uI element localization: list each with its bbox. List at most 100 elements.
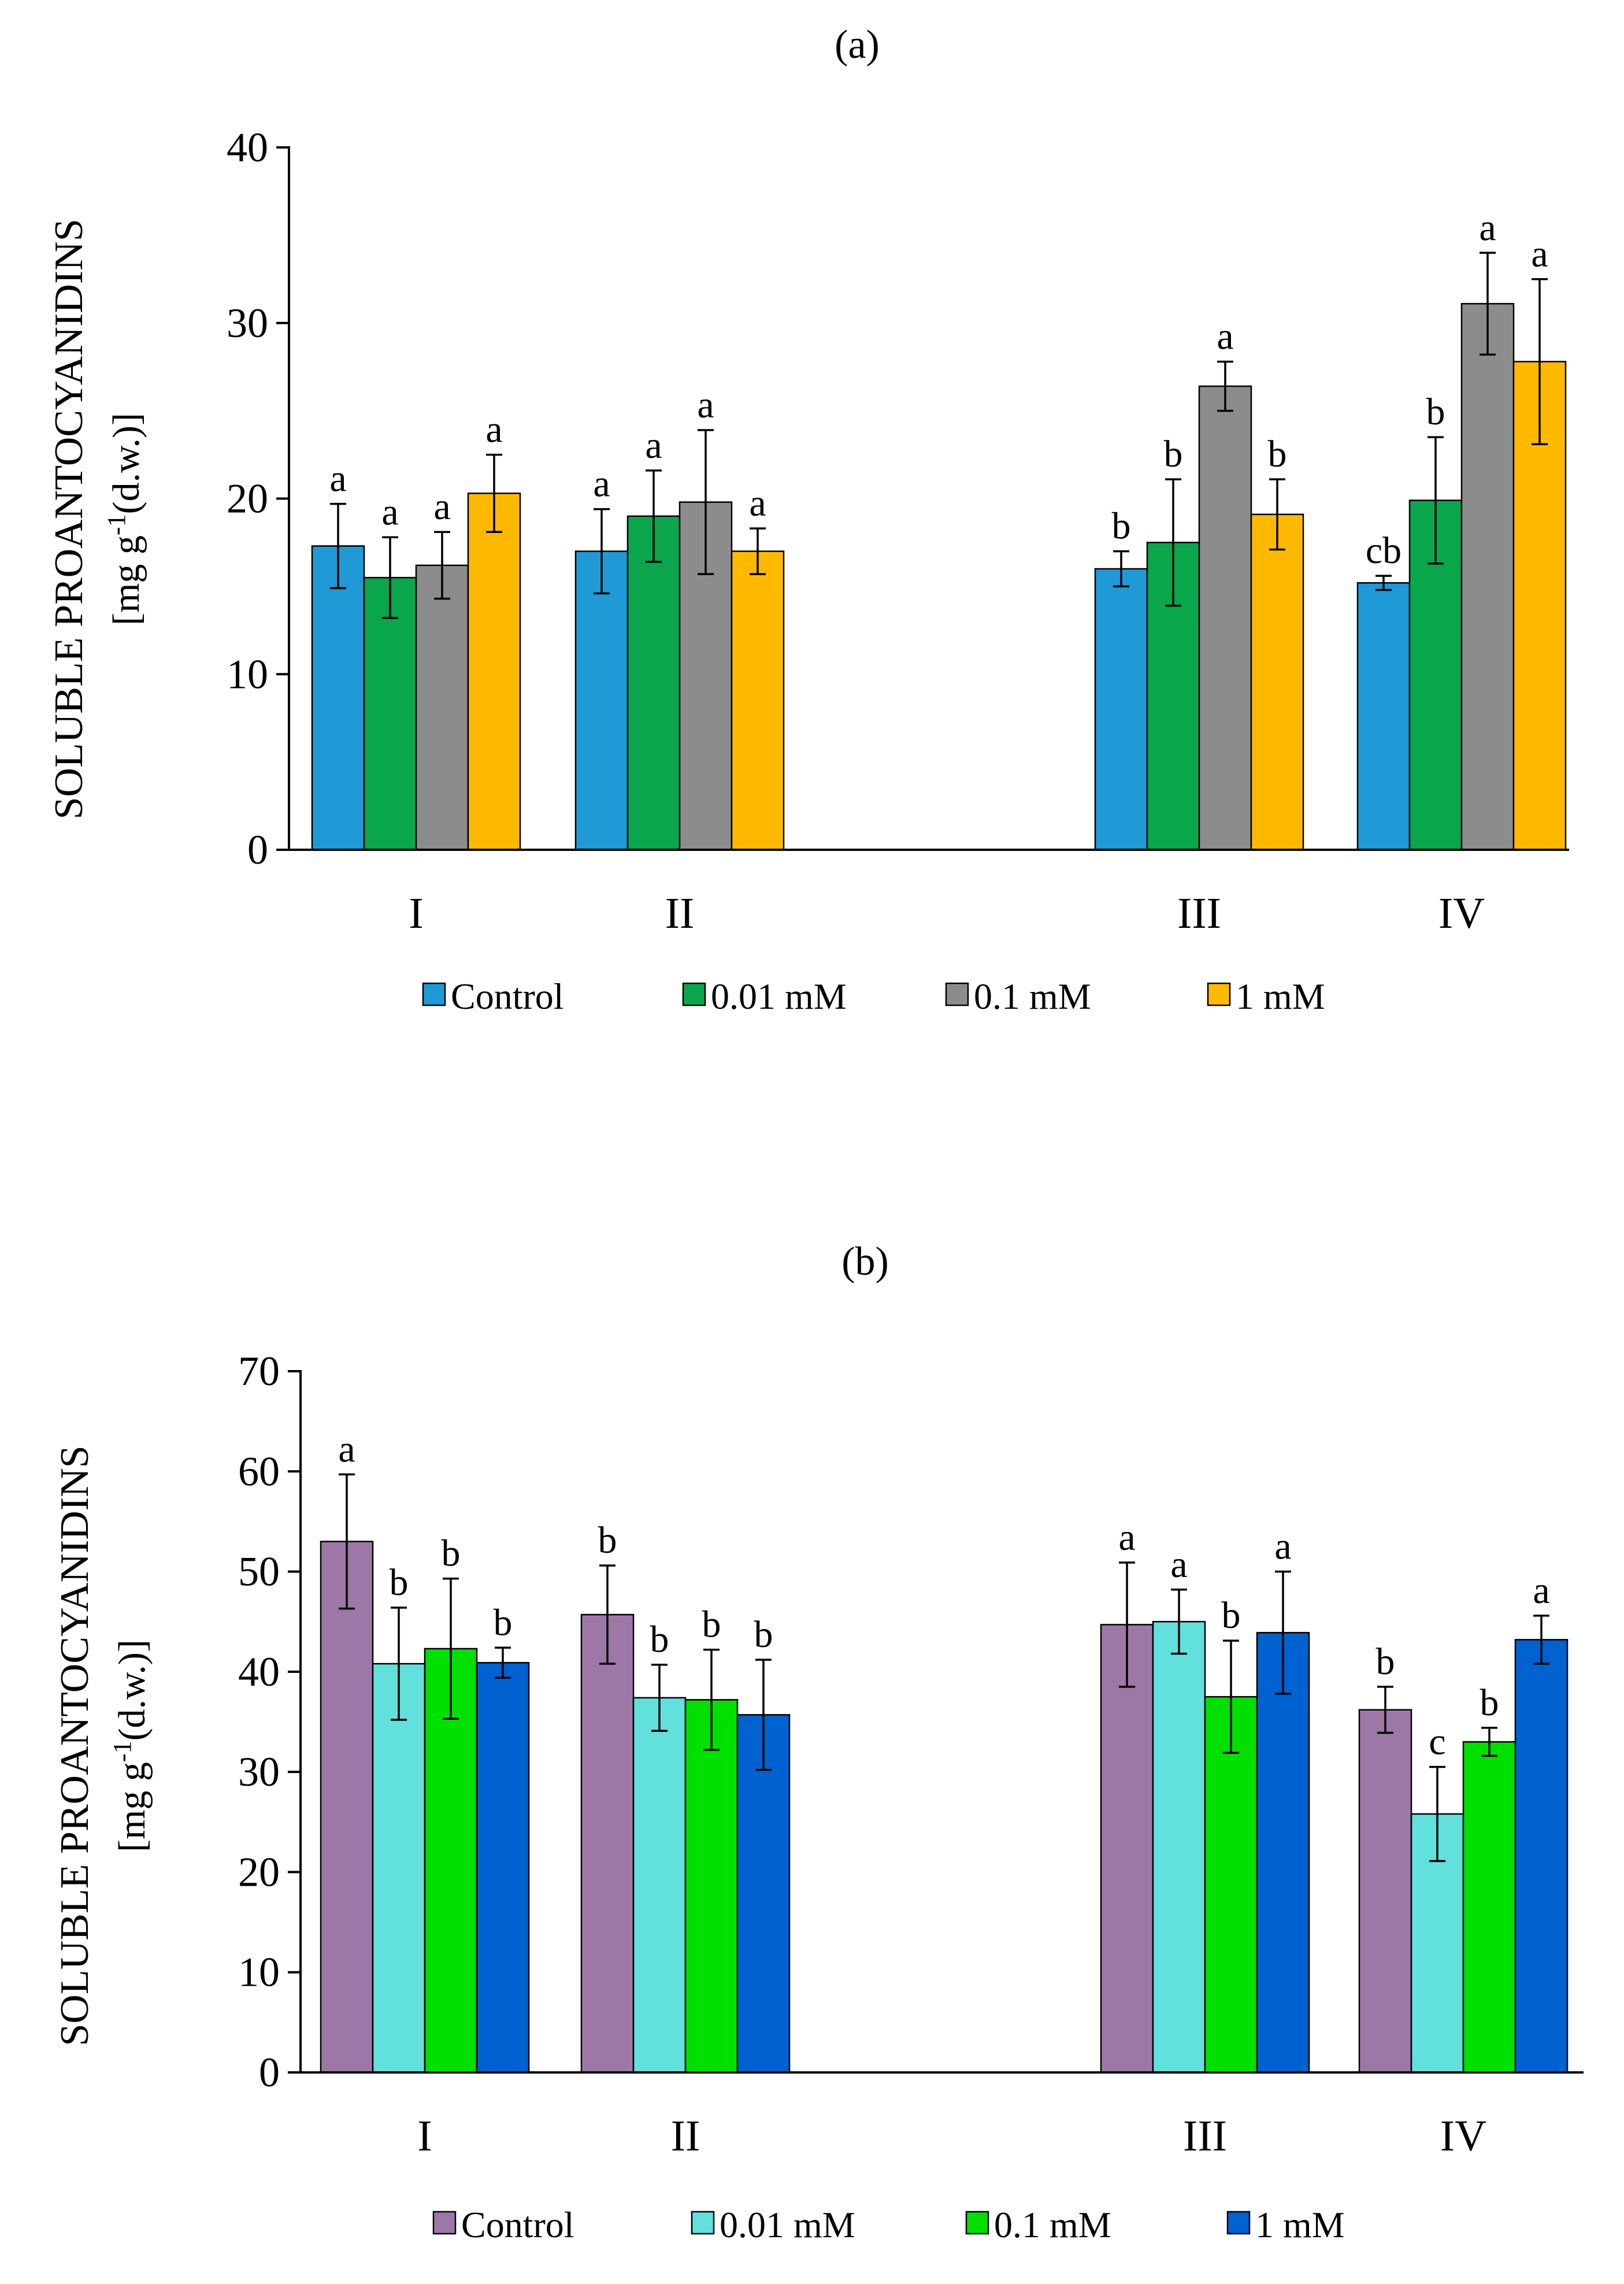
y-tick-label: 40 bbox=[227, 124, 268, 171]
bar bbox=[363, 576, 417, 851]
bar bbox=[467, 493, 521, 851]
chart-b-ylabel-line2: [mg g-1(d.w.)] bbox=[108, 1639, 153, 1852]
category-label: IV bbox=[1440, 2112, 1486, 2160]
bar bbox=[684, 1699, 739, 2074]
significance-label: b bbox=[494, 1601, 513, 1643]
chart-b-title: (b) bbox=[841, 1239, 889, 1284]
significance-label: a bbox=[381, 491, 398, 533]
bar bbox=[1198, 385, 1252, 851]
chart-a-y-axis: 0 10 20 30 40 bbox=[227, 124, 289, 873]
bar bbox=[476, 1662, 530, 2074]
significance-label: a bbox=[338, 1428, 355, 1470]
category-label: III bbox=[1177, 889, 1221, 938]
significance-label: b bbox=[598, 1519, 617, 1561]
significance-label: a bbox=[1170, 1543, 1187, 1586]
significance-label: b bbox=[1164, 433, 1183, 475]
legend-label: 1 mM bbox=[1255, 2204, 1345, 2245]
chart-a-ylabel-line2: [mg g-1(d.w.)] bbox=[102, 413, 147, 625]
bar bbox=[731, 550, 785, 851]
y-tick-label: 0 bbox=[247, 827, 268, 873]
chart-a-ylabel-line1: SOLUBLE PROANTOCYANIDINS bbox=[47, 219, 91, 819]
legend-label: Control bbox=[451, 976, 564, 1017]
legend-swatch bbox=[945, 982, 969, 1006]
significance-label: a bbox=[1217, 316, 1233, 358]
legend-label: 0.01 mM bbox=[720, 2204, 855, 2245]
significance-label: cb bbox=[1366, 530, 1401, 572]
category-label: IV bbox=[1438, 889, 1485, 938]
chart-a-axes bbox=[288, 146, 1569, 851]
significance-label: a bbox=[329, 458, 346, 500]
chart-b-y-axis: 0 10 20 30 40 50 60 70 bbox=[238, 1348, 301, 2096]
category-label: II bbox=[671, 2112, 700, 2160]
bar bbox=[1358, 1709, 1412, 2074]
bar bbox=[311, 545, 365, 851]
bar bbox=[1152, 1620, 1206, 2074]
significance-label: b bbox=[650, 1619, 669, 1661]
legend-swatch bbox=[965, 2211, 989, 2235]
legend-label: 0.1 mM bbox=[994, 2204, 1111, 2245]
bar bbox=[580, 1613, 635, 2074]
bar bbox=[1100, 1624, 1154, 2074]
chart-b-ylabel-line1: SOLUBLE PROANTOCYANIDINS bbox=[53, 1445, 97, 2046]
category-label: II bbox=[665, 889, 695, 938]
legend-label: 0.01 mM bbox=[711, 976, 847, 1017]
significance-label: b bbox=[442, 1532, 461, 1575]
legend-swatch bbox=[1207, 982, 1231, 1006]
bar bbox=[1356, 582, 1411, 851]
bar bbox=[1094, 568, 1148, 851]
significance-label: b bbox=[1376, 1641, 1395, 1683]
significance-label: a bbox=[1479, 206, 1496, 249]
y-tick-label: 30 bbox=[227, 300, 268, 346]
legend-swatch bbox=[432, 2211, 457, 2235]
significance-label: a bbox=[1531, 233, 1548, 275]
category-label: I bbox=[417, 2112, 432, 2160]
significance-label: b bbox=[1268, 433, 1287, 475]
bar bbox=[626, 515, 681, 851]
significance-label: a bbox=[697, 384, 714, 426]
legend-label: 0.1 mM bbox=[974, 976, 1091, 1017]
significance-label: a bbox=[1533, 1569, 1549, 1612]
chart-a-x-axis: I II III IV bbox=[409, 889, 1485, 938]
y-tick-label: 10 bbox=[238, 1949, 280, 1996]
y-tick-label: 0 bbox=[259, 2049, 280, 2096]
chart-b: (b) SOLUBLE PROANTOCYANIDINS [mg g-1(d.w… bbox=[53, 1239, 1584, 2245]
chart-b-legend: Control 0.01 mM 0.1 mM 1 mM bbox=[432, 2204, 1345, 2245]
y-tick-label: 40 bbox=[238, 1649, 280, 1695]
y-tick-label: 30 bbox=[238, 1749, 280, 1795]
bar bbox=[1256, 1632, 1310, 2074]
significance-label: b bbox=[1112, 505, 1131, 547]
legend-swatch bbox=[1226, 2211, 1251, 2235]
y-tick-label: 20 bbox=[238, 1849, 280, 1895]
y-tick-label: 10 bbox=[227, 651, 268, 697]
chart-b-axes bbox=[299, 1370, 1584, 2074]
significance-label: a bbox=[1118, 1516, 1135, 1559]
chart-a: (a) SOLUBLE PROANTOCYANIDINS [mg g-1(d.w… bbox=[47, 23, 1569, 1017]
chart-b-x-axis: I II III IV bbox=[417, 2112, 1486, 2160]
chart-a-legend: Control 0.01 mM 0.1 mM 1 mM bbox=[422, 976, 1325, 1017]
bar bbox=[1514, 1639, 1569, 2074]
legend-swatch bbox=[691, 2211, 715, 2235]
significance-label: b bbox=[1222, 1594, 1241, 1637]
significance-label: a bbox=[433, 486, 450, 528]
significance-label: a bbox=[485, 409, 502, 451]
legend-swatch bbox=[422, 982, 446, 1006]
legend-label: Control bbox=[461, 2204, 574, 2245]
significance-label: b bbox=[390, 1561, 409, 1604]
significance-label: a bbox=[749, 482, 766, 524]
chart-a-title: (a) bbox=[835, 23, 880, 67]
y-tick-label: 60 bbox=[238, 1448, 280, 1494]
bar bbox=[574, 550, 629, 851]
bar bbox=[1460, 303, 1515, 851]
bar bbox=[632, 1697, 687, 2074]
y-tick-label: 20 bbox=[227, 476, 268, 522]
significance-label: b bbox=[754, 1613, 773, 1656]
significance-label: b bbox=[702, 1604, 721, 1646]
bar bbox=[372, 1663, 426, 2074]
category-label: III bbox=[1183, 2112, 1227, 2160]
legend-swatch bbox=[682, 982, 706, 1006]
legend-label: 1 mM bbox=[1236, 976, 1325, 1017]
bar bbox=[1462, 1741, 1517, 2074]
